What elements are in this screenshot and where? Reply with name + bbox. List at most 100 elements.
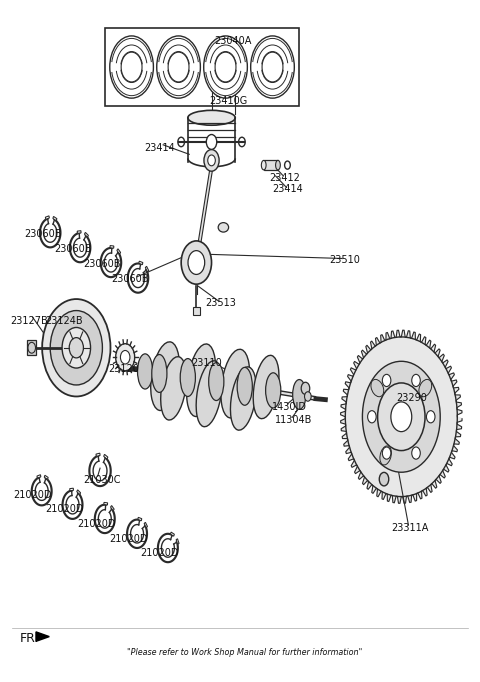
Ellipse shape [419,379,432,397]
Text: 21020D: 21020D [45,504,84,514]
Polygon shape [44,475,48,479]
Polygon shape [139,261,143,265]
Circle shape [383,374,391,387]
Text: 23513: 23513 [205,298,237,308]
Text: 23060B: 23060B [24,229,62,239]
Ellipse shape [137,354,153,389]
Circle shape [110,36,154,98]
Polygon shape [77,490,81,494]
Polygon shape [104,454,108,459]
Text: 23124B: 23124B [46,316,83,326]
Text: 21020D: 21020D [109,533,148,544]
Polygon shape [53,216,57,221]
Ellipse shape [230,367,256,430]
Ellipse shape [161,357,186,420]
Bar [27,340,36,355]
Ellipse shape [276,160,280,170]
Text: 21020D: 21020D [13,490,52,500]
Circle shape [379,473,389,486]
Circle shape [168,52,189,82]
Ellipse shape [261,160,266,170]
Circle shape [120,351,130,364]
Text: 23060B: 23060B [54,244,92,254]
Text: 23412: 23412 [270,173,300,183]
Polygon shape [117,249,120,254]
Ellipse shape [180,359,195,396]
Text: 23290: 23290 [396,394,427,404]
Circle shape [50,310,102,385]
Polygon shape [46,216,49,220]
Ellipse shape [253,355,279,419]
Ellipse shape [380,446,391,465]
Polygon shape [96,453,100,456]
Text: 23414: 23414 [272,184,303,194]
Text: 23510: 23510 [329,255,360,265]
Text: FR.: FR. [20,632,39,645]
Text: 23060B: 23060B [111,273,149,284]
Ellipse shape [152,355,167,392]
Circle shape [383,447,391,459]
Polygon shape [77,231,81,233]
Polygon shape [70,488,73,491]
Circle shape [304,391,311,401]
Circle shape [362,361,440,472]
Circle shape [42,299,110,396]
Text: 21020D: 21020D [140,548,179,559]
Polygon shape [138,518,142,521]
Circle shape [208,155,216,166]
Circle shape [204,36,247,98]
Circle shape [426,411,435,423]
Text: 23414: 23414 [144,143,175,153]
Text: 11304B: 11304B [275,415,312,425]
Circle shape [181,241,212,284]
Ellipse shape [218,222,228,232]
Polygon shape [145,266,149,272]
Circle shape [251,36,294,98]
Text: 23410G: 23410G [209,96,247,106]
Ellipse shape [188,110,235,125]
Polygon shape [37,475,41,478]
Circle shape [368,411,376,423]
Ellipse shape [371,379,384,397]
Circle shape [262,52,283,82]
Circle shape [412,447,420,459]
Circle shape [215,52,236,82]
Circle shape [301,383,310,394]
Polygon shape [341,330,462,503]
Polygon shape [110,246,114,248]
Circle shape [378,383,425,451]
Circle shape [121,52,142,82]
Text: "Please refer to Work Shop Manual for further information": "Please refer to Work Shop Manual for fu… [127,648,362,657]
Text: 1430JD: 1430JD [272,402,307,412]
Ellipse shape [151,342,180,411]
Circle shape [116,344,135,371]
Polygon shape [84,233,88,237]
Text: 23311A: 23311A [391,522,429,533]
Text: 23040A: 23040A [214,35,252,46]
Bar [105,28,299,106]
Ellipse shape [221,349,250,418]
Circle shape [345,337,457,496]
Polygon shape [176,539,179,544]
Circle shape [62,327,91,368]
Circle shape [204,149,219,171]
Text: 23127B: 23127B [10,316,48,326]
Text: 23120: 23120 [108,364,139,374]
Ellipse shape [196,361,222,427]
Ellipse shape [187,344,216,417]
Text: 23060B: 23060B [84,259,121,269]
Polygon shape [170,532,174,536]
Text: 21030C: 21030C [84,475,121,486]
Polygon shape [104,503,108,505]
Ellipse shape [265,373,281,408]
Circle shape [188,250,204,274]
Circle shape [69,338,84,358]
Ellipse shape [209,363,224,400]
Polygon shape [36,632,49,641]
Circle shape [412,374,420,387]
Ellipse shape [237,368,252,405]
Polygon shape [110,505,114,511]
Text: 23110: 23110 [192,357,222,368]
Circle shape [157,36,200,98]
Circle shape [206,134,217,149]
